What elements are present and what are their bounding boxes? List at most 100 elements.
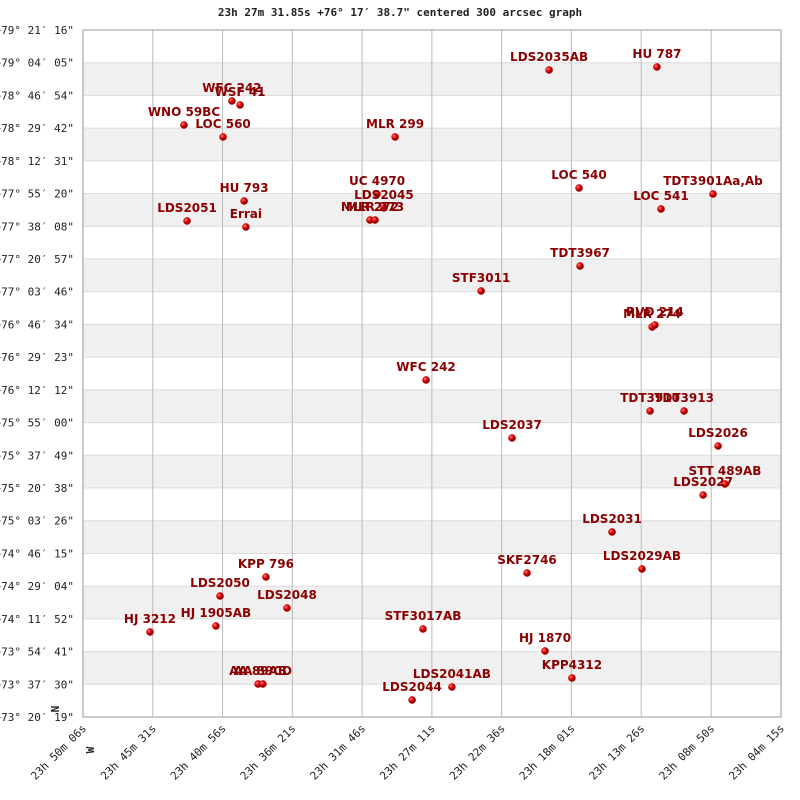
point [646, 407, 654, 415]
x-tick-label: 23h 40m 56s [168, 722, 229, 783]
point [216, 592, 224, 600]
point-label: LOC 541 [633, 189, 688, 203]
x-tick-label: 23h 04m 15s [726, 722, 787, 783]
y-tick-label: +78° 46′ 54" [0, 89, 74, 102]
point-label: HJ 1905AB [181, 606, 252, 620]
y-tick-label: +78° 29′ 42" [0, 122, 74, 135]
point [448, 683, 456, 691]
point [608, 528, 616, 536]
x-tick-label: 23h 27m 11s [377, 722, 438, 783]
x-tick-label: 23h 36m 21s [238, 722, 299, 783]
y-tick-label: +75° 20′ 38" [0, 482, 74, 495]
point [373, 190, 381, 198]
point-label: HJ 3212 [124, 612, 176, 626]
point [371, 216, 379, 224]
point [228, 97, 236, 105]
point [180, 121, 188, 129]
point-label: STF3017AB [385, 609, 462, 623]
y-tick-label: +75° 55′ 00" [0, 417, 74, 430]
point [262, 573, 270, 581]
point [657, 205, 665, 213]
point-label: LDS2027 [673, 475, 733, 489]
point-label: AA 89AB [229, 664, 287, 678]
compass-west: W [84, 746, 97, 753]
point-label: WNO 59BC [148, 105, 221, 119]
point [709, 190, 717, 198]
point-label: LDS2045 [354, 188, 414, 202]
y-tick-label: +78° 12′ 31" [0, 155, 74, 168]
point [391, 133, 399, 141]
point-label: LDS2037 [482, 418, 542, 432]
plot-border [82, 29, 782, 718]
point-label: HU 787 [632, 47, 681, 61]
y-tick-label: +75° 03′ 26" [0, 515, 74, 528]
point-label: WSF 41 [215, 85, 266, 99]
point [219, 133, 227, 141]
point-label: LDS2041AB [413, 667, 491, 681]
point [477, 287, 485, 295]
point [699, 491, 707, 499]
x-tick-label: 23h 13m 26s [587, 722, 648, 783]
point-label: WFC 242 [396, 360, 455, 374]
y-tick-label: +73° 37′ 30" [0, 678, 74, 691]
point-label: LDS2048 [257, 588, 317, 602]
point-label: TDT3910 [620, 391, 680, 405]
point-label: LDS2031 [582, 512, 642, 526]
y-tick-label: +74° 11′ 52" [0, 613, 74, 626]
point [380, 204, 388, 212]
point-label: WFC 242 [202, 81, 261, 95]
point-label: LOC 560 [195, 117, 250, 131]
point-label: MLR 273 [346, 200, 404, 214]
point [283, 604, 291, 612]
point [419, 625, 427, 633]
y-tick-label: +75° 37′ 49" [0, 449, 74, 462]
point-label: KPP 796 [238, 557, 294, 571]
point [259, 680, 267, 688]
y-tick-label: +73° 54′ 41" [0, 646, 74, 659]
y-tick-label: +77° 38′ 08" [0, 220, 74, 233]
y-tick-label: +73° 20′ 19" [0, 711, 74, 724]
x-tick-label: 23h 08m 50s [657, 722, 718, 783]
point [212, 622, 220, 630]
point [422, 376, 430, 384]
point [721, 480, 729, 488]
y-tick-label: +79° 21′ 16" [0, 24, 74, 37]
point [653, 63, 661, 71]
point-label: AA 89CD [234, 664, 292, 678]
point-label: STT 489AB [688, 464, 761, 478]
point-label: Errai [230, 207, 262, 221]
point [146, 628, 154, 636]
point-label: MLR 299 [366, 117, 424, 131]
point-label: UC 4970 [349, 174, 405, 188]
y-tick-label: +77° 03′ 46" [0, 286, 74, 299]
point [408, 696, 416, 704]
point [236, 101, 244, 109]
point-label: TDT3901Aa,Ab [663, 174, 763, 188]
point-label: LDS2050 [190, 576, 250, 590]
point-label: LOC 540 [551, 168, 606, 182]
compass-north: N [49, 706, 62, 713]
y-tick-label: +79° 04′ 05" [0, 57, 74, 70]
point [568, 674, 576, 682]
point-label: SKF2746 [497, 553, 557, 567]
y-tick-label: +77° 55′ 20" [0, 188, 74, 201]
point-label: TDT3967 [550, 246, 610, 260]
point-label: LDS2029AB [603, 549, 681, 563]
point [680, 407, 688, 415]
y-tick-label: +76° 12′ 12" [0, 384, 74, 397]
point-label: HU 793 [220, 181, 269, 195]
point-label: STF3011 [452, 271, 510, 285]
point [576, 262, 584, 270]
point [508, 434, 516, 442]
point [651, 321, 659, 329]
point-label: KPP4312 [542, 658, 602, 672]
x-tick-label: 23h 45m 31s [98, 722, 159, 783]
x-tick-label: 23h 22m 36s [447, 722, 508, 783]
point-label: RVD 214 [626, 305, 684, 319]
point-label: MLR 274 [623, 307, 681, 321]
point [183, 217, 191, 225]
y-tick-label: +74° 46′ 15" [0, 547, 74, 560]
chart-title: 23h 27m 31.85s +76° 17′ 38.7" centered 3… [218, 6, 582, 19]
point-label: LDS2044 [382, 680, 442, 694]
